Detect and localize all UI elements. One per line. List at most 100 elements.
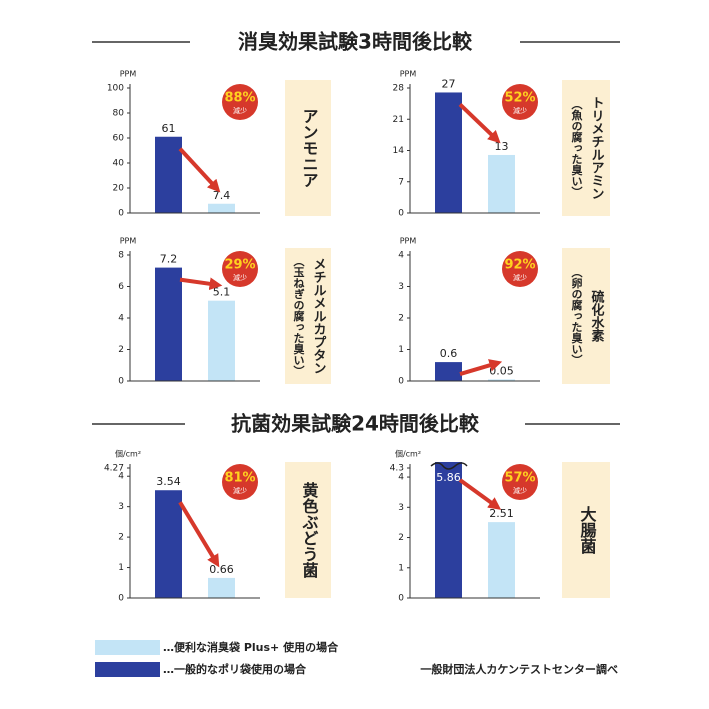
bar bbox=[155, 267, 182, 381]
value-label: 7.4 bbox=[213, 189, 231, 202]
badge bbox=[222, 464, 258, 500]
arrow bbox=[178, 501, 220, 568]
reduction-note: 減少 bbox=[233, 273, 247, 282]
sublabel: （卵の腐った臭い） bbox=[570, 267, 584, 366]
y-tick-label: 4 bbox=[398, 473, 404, 483]
y-tick-label: 4 bbox=[398, 251, 404, 261]
badge bbox=[222, 84, 258, 120]
label-box bbox=[285, 462, 331, 598]
value-label: 13 bbox=[495, 140, 509, 153]
reduction: 57% bbox=[504, 471, 535, 486]
y-tick-label: 7 bbox=[398, 177, 404, 187]
label-box bbox=[285, 80, 331, 216]
y-tick-label: 0 bbox=[118, 209, 124, 219]
unit-label: PPM bbox=[400, 237, 417, 246]
unit-label: 個/cm² bbox=[115, 449, 141, 459]
value-label: 2.51 bbox=[489, 507, 514, 520]
sublabel: （玉ねぎの腐った臭い） bbox=[292, 256, 306, 377]
unit-label: PPM bbox=[120, 70, 137, 79]
label-box bbox=[562, 248, 610, 384]
y-tick-label: 4.27 bbox=[104, 464, 124, 474]
sublabel: （魚の腐った臭い） bbox=[570, 99, 584, 198]
unit-label: 個/cm² bbox=[395, 449, 421, 459]
y-tick-label: 2 bbox=[398, 314, 404, 324]
y-tick-label: 4 bbox=[118, 472, 124, 482]
value-label: 27 bbox=[442, 77, 456, 90]
bar bbox=[488, 522, 515, 598]
bar bbox=[488, 379, 515, 381]
bar bbox=[208, 300, 235, 381]
reduction: 52% bbox=[504, 91, 535, 106]
y-tick-label: 0 bbox=[118, 594, 124, 604]
y-tick-label: 0 bbox=[398, 594, 404, 604]
bar bbox=[155, 136, 182, 213]
label: アンモニア bbox=[300, 108, 319, 188]
bar bbox=[435, 362, 462, 381]
label-box bbox=[562, 80, 610, 216]
section-title: 消臭効果試験3時間後比較 bbox=[238, 30, 473, 54]
bar bbox=[155, 490, 182, 598]
y-tick-label: 3 bbox=[398, 503, 404, 513]
badge bbox=[222, 251, 258, 287]
y-tick-label: 6 bbox=[118, 282, 124, 292]
reduction-note: 減少 bbox=[513, 106, 527, 115]
y-tick-label: 1 bbox=[398, 563, 404, 573]
badge bbox=[502, 464, 538, 500]
chart: 個/cm² 0 1 2 3 44.27 3.54 0.66 81%減少 黄色ぶどう菌 bbox=[104, 449, 331, 604]
label: 硫化水素 bbox=[589, 289, 605, 343]
y-tick-label: 100 bbox=[107, 84, 124, 94]
reduction: 29% bbox=[224, 258, 255, 273]
badge bbox=[502, 251, 538, 287]
value-label: 61 bbox=[162, 122, 176, 135]
y-tick-label: 80 bbox=[113, 109, 125, 119]
legend-swatch bbox=[95, 640, 160, 655]
chart: PPM 0 7 14 21 28 27 13 52%減少 トリメチルアミン （魚の腐った臭い） bbox=[393, 70, 610, 219]
reduction: 88% bbox=[224, 91, 255, 106]
bar bbox=[435, 462, 462, 598]
y-tick-label: 2 bbox=[118, 345, 124, 355]
label: 黄色ぶどう菌 bbox=[300, 481, 320, 579]
reduction-note: 減少 bbox=[233, 486, 247, 495]
y-tick-label: 0 bbox=[398, 209, 404, 219]
y-tick-label: 8 bbox=[118, 251, 124, 261]
label-box bbox=[285, 248, 331, 384]
legend-swatch bbox=[95, 662, 160, 677]
y-tick-label: 1 bbox=[118, 563, 124, 573]
value-label: 0.66 bbox=[209, 563, 234, 576]
label: メチルメルカプタン bbox=[311, 258, 327, 375]
reduction-note: 減少 bbox=[233, 106, 247, 115]
chart: PPM 0 2 4 6 8 7.2 5.1 29%減少 メチルメルカプタン （玉ねぎの腐った臭い） bbox=[118, 237, 331, 387]
arrow bbox=[179, 277, 223, 291]
reduction-note: 減少 bbox=[513, 273, 527, 282]
arrow bbox=[459, 359, 503, 377]
y-tick-label: 2 bbox=[118, 533, 124, 543]
y-tick-label: 2 bbox=[398, 533, 404, 543]
y-tick-label: 3 bbox=[118, 502, 124, 512]
bar bbox=[488, 154, 515, 213]
arrow bbox=[458, 103, 501, 144]
credit: 一般財団法人カケンテストセンター調べ bbox=[420, 662, 618, 676]
chart: PPM 0 20 40 60 80 100 61 7.4 88%減少 アンモニア bbox=[107, 70, 331, 219]
label: トリメチルアミン bbox=[589, 96, 605, 200]
y-tick-label: 4.3 bbox=[390, 464, 404, 474]
section-title: 抗菌効果試験24時間後比較 bbox=[231, 412, 480, 436]
y-tick-label: 28 bbox=[393, 84, 405, 94]
unit-label: PPM bbox=[400, 70, 417, 79]
reduction: 81% bbox=[224, 471, 255, 486]
value-label: 0.6 bbox=[440, 347, 458, 360]
label: 大腸菌 bbox=[578, 505, 597, 555]
arrow bbox=[458, 478, 502, 510]
bar bbox=[208, 577, 235, 598]
y-tick-label: 21 bbox=[393, 115, 404, 125]
y-tick-label: 0 bbox=[118, 377, 124, 387]
badge bbox=[502, 84, 538, 120]
value-label: 5.1 bbox=[213, 286, 231, 299]
value-label: 3.54 bbox=[156, 475, 181, 488]
y-tick-label: 4 bbox=[118, 314, 124, 324]
unit-label: PPM bbox=[120, 237, 137, 246]
legend-label: …一般的なポリ袋使用の場合 bbox=[163, 662, 307, 676]
label-box bbox=[562, 462, 610, 598]
y-tick-label: 40 bbox=[113, 159, 125, 169]
